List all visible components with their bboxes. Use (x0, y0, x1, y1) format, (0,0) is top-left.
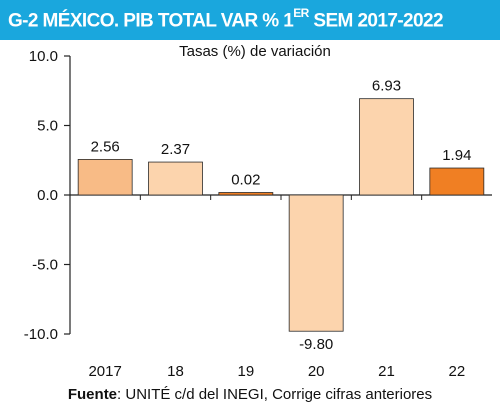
title-superscript: ER (293, 6, 309, 20)
source-text: : UNITÉ c/d del INEGI, Corrige cifras an… (117, 386, 433, 403)
value-label: 2.56 (91, 138, 120, 155)
source-label: Fuente (67, 386, 118, 403)
bar-22 (429, 167, 485, 196)
bar-18 (148, 161, 203, 196)
y-tick-label: 5.0 (37, 118, 58, 135)
chart-title: G-2 MÉXICO. PIB TOTAL VAR % 1ER SEM 2017… (8, 6, 496, 32)
bar-20 (288, 194, 344, 332)
axes: 10.0 5.0 0.0 -5.0 -10.0 (24, 48, 492, 343)
y-tick-label: -5.0 (32, 257, 58, 274)
bar-chart: Tasas (%) de variación 10.0 5.0 0.0 -5.0 -10… (24, 43, 492, 380)
y-tick-label: -10.0 (24, 326, 58, 343)
value-label: 1.94 (442, 147, 471, 164)
value-labels: 2.56 2017 2.37 18 0.02 19 -9.80 20 6.93 21 1.94 22 (88, 78, 471, 380)
chart-subtitle: Tasas (%) de variación (179, 43, 331, 60)
category-label: 22 (448, 363, 465, 380)
bar-19 (218, 192, 274, 196)
category-label: 20 (308, 363, 325, 380)
y-tick-label: 10.0 (29, 48, 58, 65)
value-label: -9.80 (299, 336, 333, 353)
category-label: 2017 (88, 363, 121, 380)
category-label: 19 (237, 363, 254, 380)
y-tick-label: 0.0 (37, 187, 58, 204)
source-note: Fuente: UNITÉ c/d del INEGI, Corrige cif… (0, 386, 500, 403)
value-label: 0.02 (231, 172, 260, 189)
category-label: 18 (167, 363, 184, 380)
bars (77, 98, 485, 332)
value-label: 6.93 (372, 78, 401, 95)
category-label: 21 (378, 363, 395, 380)
title-rest: SEM 2017-2022 (308, 10, 443, 32)
title-bar: G-2 MÉXICO. PIB TOTAL VAR % 1ER SEM 2017… (0, 0, 500, 40)
bar-2017 (77, 159, 133, 196)
value-label: 2.37 (161, 141, 190, 158)
bar-21 (359, 98, 414, 196)
title-main: G-2 MÉXICO. PIB TOTAL VAR % 1 (8, 10, 294, 32)
